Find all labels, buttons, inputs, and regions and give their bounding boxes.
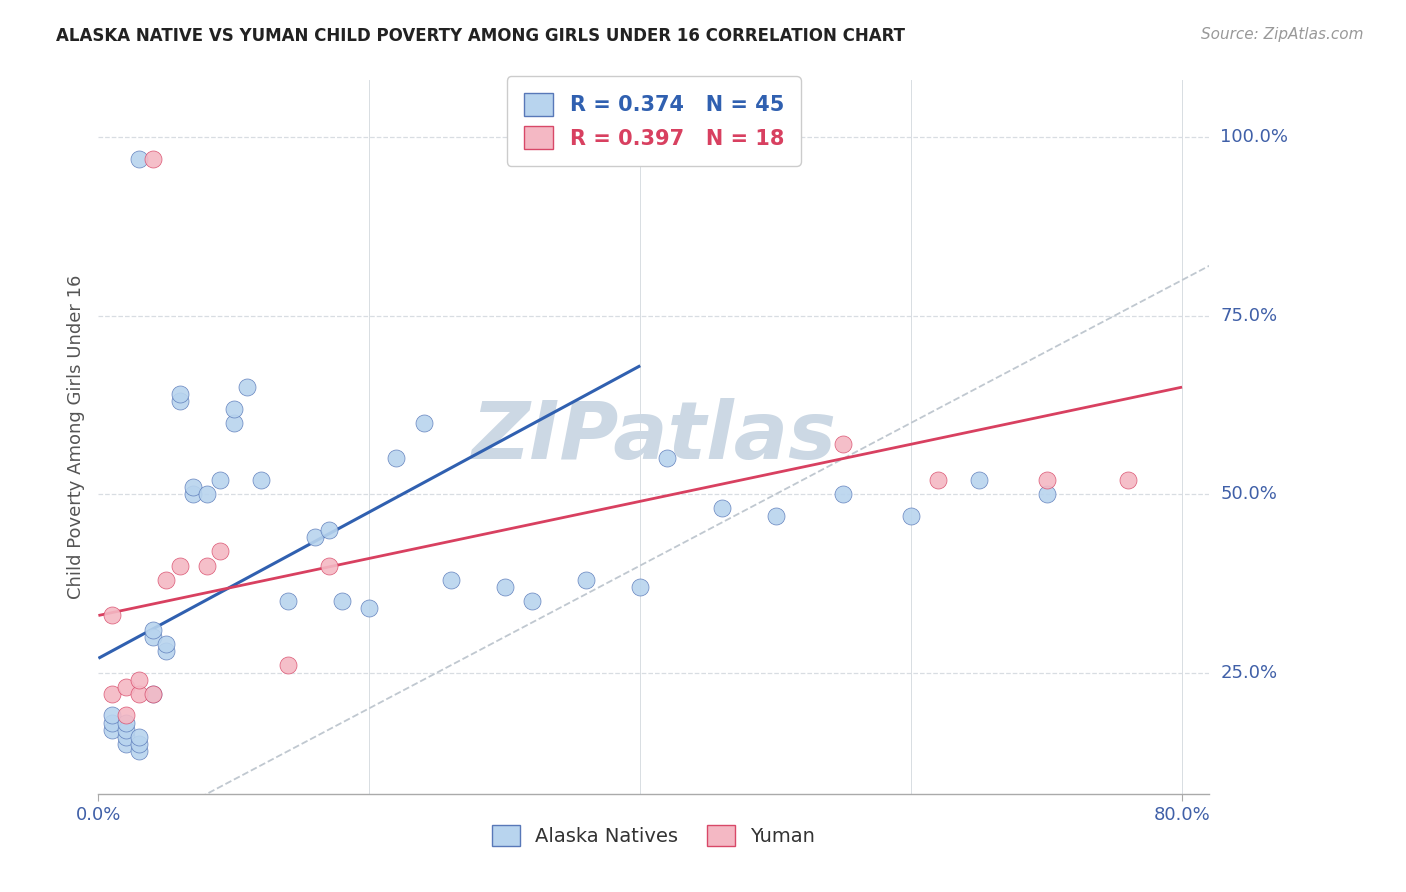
Point <box>359 601 381 615</box>
Point <box>114 680 136 694</box>
Point <box>128 673 150 687</box>
Point <box>967 473 990 487</box>
Point <box>128 687 150 701</box>
Point <box>628 580 651 594</box>
Text: ZIPatlas: ZIPatlas <box>471 398 837 476</box>
Point <box>142 623 165 637</box>
Point <box>169 394 191 409</box>
Point <box>710 501 733 516</box>
Point <box>1116 473 1139 487</box>
Point <box>277 658 299 673</box>
Point <box>575 573 598 587</box>
Point <box>900 508 922 523</box>
Text: ALASKA NATIVE VS YUMAN CHILD POVERTY AMONG GIRLS UNDER 16 CORRELATION CHART: ALASKA NATIVE VS YUMAN CHILD POVERTY AMO… <box>56 27 905 45</box>
Point <box>155 637 177 651</box>
Point <box>832 437 855 451</box>
Point <box>250 473 273 487</box>
Point <box>181 487 204 501</box>
Text: Source: ZipAtlas.com: Source: ZipAtlas.com <box>1201 27 1364 42</box>
Point <box>155 644 177 658</box>
Point <box>142 687 165 701</box>
Point <box>222 416 245 430</box>
Point <box>169 558 191 573</box>
Point <box>128 744 150 758</box>
Text: 100.0%: 100.0% <box>1220 128 1288 146</box>
Point <box>142 152 165 166</box>
Point <box>195 558 218 573</box>
Point <box>155 573 177 587</box>
Point <box>114 723 136 737</box>
Point <box>101 687 124 701</box>
Point <box>765 508 787 523</box>
Text: 75.0%: 75.0% <box>1220 307 1278 325</box>
Point <box>318 558 340 573</box>
Point <box>209 544 232 558</box>
Point <box>169 387 191 401</box>
Point <box>114 715 136 730</box>
Point <box>209 473 232 487</box>
Point <box>222 401 245 416</box>
Point <box>385 451 408 466</box>
Point <box>128 152 150 166</box>
Point <box>412 416 434 430</box>
Point <box>439 573 461 587</box>
Legend: Alaska Natives, Yuman: Alaska Natives, Yuman <box>482 815 825 855</box>
Point <box>114 708 136 723</box>
Point <box>330 594 353 608</box>
Point <box>1035 487 1057 501</box>
Point <box>128 737 150 751</box>
Point <box>142 687 165 701</box>
Point <box>195 487 218 501</box>
Point <box>128 730 150 744</box>
Point <box>101 715 124 730</box>
Point <box>657 451 679 466</box>
Point <box>181 480 204 494</box>
Point <box>114 737 136 751</box>
Point <box>318 523 340 537</box>
Y-axis label: Child Poverty Among Girls Under 16: Child Poverty Among Girls Under 16 <box>66 275 84 599</box>
Point <box>494 580 516 594</box>
Point <box>832 487 855 501</box>
Point <box>277 594 299 608</box>
Point <box>101 708 124 723</box>
Text: 25.0%: 25.0% <box>1220 664 1278 681</box>
Text: 50.0%: 50.0% <box>1220 485 1277 503</box>
Point <box>101 723 124 737</box>
Point <box>520 594 543 608</box>
Point <box>142 630 165 644</box>
Point <box>304 530 326 544</box>
Point <box>1035 473 1057 487</box>
Point <box>236 380 259 394</box>
Point <box>114 730 136 744</box>
Point <box>101 608 124 623</box>
Point <box>927 473 949 487</box>
